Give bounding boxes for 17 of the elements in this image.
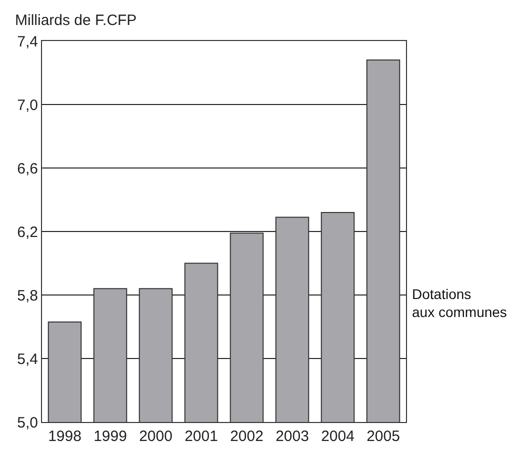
x-tick-label: 1999 (94, 428, 127, 445)
x-tick-label: 2003 (276, 428, 309, 445)
y-tick-label: 5,8 (17, 287, 38, 304)
x-tick-label: 2001 (184, 428, 218, 445)
x-tick-label: 2005 (366, 428, 400, 445)
x-tick-label: 2004 (321, 428, 354, 445)
x-tick-label: 2002 (230, 428, 264, 445)
y-tick-label: 5,4 (17, 350, 38, 368)
series-label: Dotations aux communes (412, 286, 507, 320)
y-axis-title: Milliards de F.CFP (15, 12, 137, 29)
y-tick-label: 7,0 (17, 96, 38, 114)
y-tick-label: 6,2 (17, 224, 38, 241)
x-tick-label: 1998 (48, 428, 82, 445)
x-tick-label: 2000 (139, 428, 172, 445)
y-tick-label: 5,0 (17, 414, 38, 432)
y-tick-label: 6,6 (17, 160, 38, 178)
y-tick-label: 7,4 (17, 33, 38, 50)
